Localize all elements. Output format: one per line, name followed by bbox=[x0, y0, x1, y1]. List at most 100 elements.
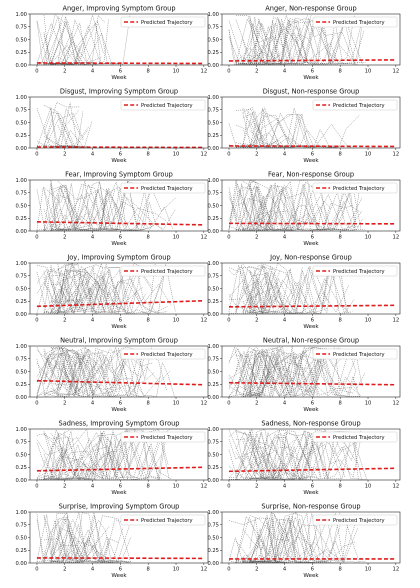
y-tick-label: 0.50 bbox=[207, 452, 219, 458]
y-tick-label: 0.00 bbox=[15, 478, 27, 484]
observed-trajectory bbox=[43, 512, 125, 563]
observed-trajectory bbox=[235, 180, 362, 231]
legend-label: Predicted Trajectory bbox=[141, 269, 193, 275]
predicted-trajectory-line bbox=[36, 557, 204, 560]
observed-trajectory bbox=[36, 429, 139, 480]
observed-trajectory bbox=[50, 347, 155, 397]
observed-trajectory bbox=[228, 185, 313, 231]
y-tick-label: 0.00 bbox=[207, 561, 219, 567]
x-tick-label: 10 bbox=[365, 318, 372, 324]
observed-trajectory bbox=[242, 200, 263, 230]
legend-label: Predicted Trajectory bbox=[141, 352, 193, 358]
observed-trajectory bbox=[50, 180, 176, 231]
observed-trajectory bbox=[57, 346, 152, 397]
observed-trajectory bbox=[57, 271, 146, 313]
predicted-trajectory-line bbox=[36, 299, 204, 308]
x-tick-label: 0 bbox=[35, 235, 38, 241]
observed-trajectory bbox=[242, 110, 260, 148]
panel-title: Disgust, Improving Symptom Group bbox=[60, 88, 178, 96]
y-tick-label: 0.75 bbox=[207, 191, 219, 197]
x-tick-label: 12 bbox=[201, 318, 208, 324]
observed-trajectory bbox=[43, 183, 94, 231]
x-tick-label: 8 bbox=[147, 235, 150, 241]
observed-trajectory bbox=[235, 356, 335, 397]
observed-trajectories bbox=[228, 512, 366, 563]
x-tick-label: 4 bbox=[283, 235, 287, 241]
y-tick-label: 0.00 bbox=[15, 395, 27, 401]
x-tick-label: 2 bbox=[63, 235, 66, 241]
x-tick-label: 0 bbox=[35, 484, 38, 490]
observed-trajectory bbox=[249, 271, 272, 314]
observed-trajectory bbox=[57, 264, 147, 313]
observed-trajectory bbox=[249, 112, 338, 148]
observed-trajectory bbox=[242, 22, 300, 65]
observed-trajectory bbox=[50, 221, 62, 231]
observed-trajectory bbox=[235, 107, 295, 148]
observed-trajectory bbox=[50, 514, 130, 563]
observed-trajectory bbox=[36, 346, 96, 395]
observed-trajectory bbox=[249, 20, 366, 65]
x-tick-label: 12 bbox=[393, 484, 400, 490]
x-tick-label: 4 bbox=[283, 318, 287, 324]
x-tick-label: 4 bbox=[91, 318, 95, 324]
observed-trajectory bbox=[228, 436, 322, 480]
legend-box bbox=[120, 431, 206, 443]
x-tick-label: 8 bbox=[339, 69, 342, 75]
observed-trajectory bbox=[50, 515, 131, 563]
x-tick-label: 4 bbox=[91, 567, 95, 573]
x-tick-label: 6 bbox=[311, 318, 314, 324]
observed-trajectory bbox=[228, 353, 268, 397]
observed-trajectory bbox=[235, 47, 282, 64]
x-axis-label: Week bbox=[111, 241, 127, 247]
observed-trajectory bbox=[36, 267, 86, 301]
observed-trajectory bbox=[228, 346, 366, 397]
panel-9: Neutral, Improving Symptom Group 0.00 0.25… bbox=[15, 337, 209, 413]
x-tick-label: 0 bbox=[227, 152, 230, 158]
observed-trajectory bbox=[36, 23, 62, 65]
observed-trajectory bbox=[235, 514, 329, 563]
y-tick-label: 0.75 bbox=[15, 191, 27, 197]
x-tick-label: 10 bbox=[365, 401, 372, 407]
observed-trajectory bbox=[43, 432, 140, 480]
observed-trajectory bbox=[249, 433, 288, 480]
observed-trajectory bbox=[249, 130, 344, 147]
observed-trajectory bbox=[50, 269, 110, 314]
y-tick-label: 0.25 bbox=[207, 548, 219, 554]
observed-trajectory bbox=[50, 272, 126, 313]
observed-trajectory bbox=[43, 430, 160, 480]
legend-box bbox=[312, 99, 398, 111]
x-tick-label: 4 bbox=[91, 401, 95, 407]
observed-trajectory bbox=[249, 348, 273, 391]
observed-trajectory bbox=[50, 448, 122, 480]
observed-trajectory bbox=[36, 348, 125, 397]
observed-trajectory bbox=[36, 346, 142, 396]
observed-trajectory bbox=[50, 107, 80, 147]
observed-trajectory bbox=[50, 189, 113, 231]
y-tick-label: 1.00 bbox=[207, 12, 219, 18]
observed-trajectory bbox=[249, 346, 329, 397]
observed-trajectory bbox=[43, 538, 111, 563]
x-tick-label: 0 bbox=[227, 484, 230, 490]
x-tick-label: 2 bbox=[63, 152, 66, 158]
observed-trajectory bbox=[36, 430, 135, 480]
legend-label: Predicted Trajectory bbox=[141, 20, 193, 26]
x-tick-label: 12 bbox=[201, 401, 208, 407]
observed-trajectory bbox=[242, 512, 359, 563]
observed-trajectory bbox=[235, 512, 321, 562]
x-tick-label: 8 bbox=[339, 567, 342, 573]
observed-trajectory bbox=[43, 518, 129, 563]
observed-trajectory bbox=[57, 181, 136, 231]
observed-trajectory bbox=[50, 433, 61, 448]
observed-trajectory bbox=[43, 265, 106, 314]
y-tick-label: 1.00 bbox=[207, 261, 219, 267]
y-tick-label: 0.50 bbox=[15, 369, 27, 375]
y-tick-label: 0.50 bbox=[207, 37, 219, 43]
observed-trajectory bbox=[43, 452, 110, 480]
x-tick-label: 2 bbox=[63, 69, 66, 75]
observed-trajectory bbox=[36, 514, 84, 562]
y-tick-label: 0.50 bbox=[207, 369, 219, 375]
observed-trajectory bbox=[57, 263, 95, 312]
observed-trajectory bbox=[228, 270, 281, 312]
panel-6: Fear, Non-response Group 0.00 0.25 0.50 0.75… bbox=[207, 171, 401, 247]
